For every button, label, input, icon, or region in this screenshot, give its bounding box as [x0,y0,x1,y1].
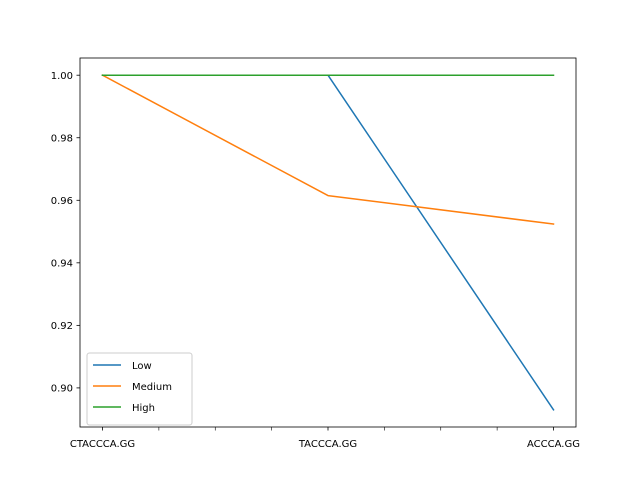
y-axis: 0.90 0.92 0.94 0.96 0.98 1.00 [51,71,80,395]
legend: Low Medium High [86,352,193,426]
x-tick-label: ACCCA.GG [527,439,580,450]
x-tick-label: TACCCA.GG [298,439,357,450]
y-tick-label: 0.98 [51,133,73,144]
y-tick-label: 1.00 [51,71,73,82]
y-tick-label: 0.94 [51,258,73,269]
series-layer [101,74,555,411]
y-tick-label: 0.92 [51,321,73,332]
x-tick-label: CTACCCA.GG [70,439,135,450]
legend-label-medium: Medium [132,382,172,393]
series-line-medium [101,74,555,225]
y-tick-label: 0.96 [51,196,73,207]
legend-label-high: High [132,403,155,414]
x-axis: CTACCCA.GG TACCCA.GG ACCCA.GG [70,427,580,450]
y-tick-label: 0.90 [51,384,73,395]
legend-label-low: Low [132,361,152,372]
